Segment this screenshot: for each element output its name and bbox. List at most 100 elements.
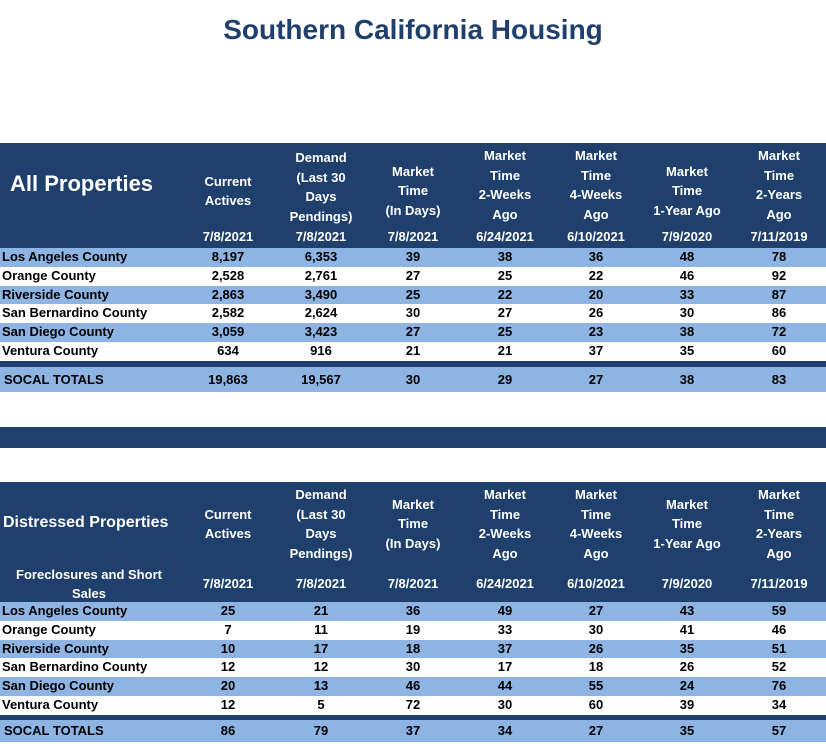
col-head-2-weeks: Market Time 2-Weeks Ago xyxy=(460,484,550,564)
county-name: Orange County xyxy=(2,267,96,283)
totals-row: SOCAL TOTALS 19,863 19,567 30 29 27 38 83 xyxy=(0,366,826,392)
table-cell: 25 xyxy=(497,324,513,340)
table-cell: 35 xyxy=(679,342,695,358)
col-head-line: 4-Weeks xyxy=(569,526,623,541)
col-head-line: Market xyxy=(575,487,617,502)
table-cell: 87 xyxy=(771,286,787,302)
table-row: San Diego County 3,059 3,423 27 25 23 38 72 xyxy=(0,323,826,342)
table-cell: 35 xyxy=(679,640,695,656)
table-row: Los Angeles County 8,197 6,353 39 38 36 48 78 xyxy=(0,248,826,267)
county-name: San Bernardino County xyxy=(2,659,148,675)
col-head-4-weeks: Market Time 4-Weeks Ago xyxy=(551,484,641,564)
table-cell: 19 xyxy=(405,621,421,637)
col-head-market-time: Market Time (In Days) xyxy=(368,484,458,564)
table-cell: 17 xyxy=(497,659,513,675)
table-row: Los Angeles County 25 21 36 49 27 43 59 xyxy=(0,602,826,621)
county-name: Ventura County xyxy=(2,696,99,712)
col-date: 7/8/2021 xyxy=(202,576,254,591)
total-cell: 19,567 xyxy=(301,371,341,387)
table-row: Ventura County 634 916 21 21 37 35 60 xyxy=(0,341,826,361)
col-head-line: Time xyxy=(489,167,521,183)
table-row: Orange County 2,528 2,761 27 25 22 46 92 xyxy=(0,266,826,286)
table-cell: 20 xyxy=(588,286,604,302)
col-head-line: 2-Weeks xyxy=(478,526,532,541)
col-head-demand: Demand (Last 30 Days Pendings) xyxy=(276,147,366,227)
col-head-line: Market xyxy=(392,496,434,512)
table-cell: 26 xyxy=(679,659,695,675)
table-cell: 5 xyxy=(317,696,325,712)
col-head-line: Time xyxy=(671,183,703,199)
col-head-line: Ago xyxy=(492,545,518,561)
col-head-line: 4-Weeks xyxy=(569,187,623,202)
all-properties-label: All Properties xyxy=(10,171,154,196)
table-cell: 25 xyxy=(220,603,236,618)
table-cell: 2,582 xyxy=(211,305,245,321)
col-head-line: Demand xyxy=(295,487,347,502)
all-properties-table: All Properties Current Actives Demand (Las… xyxy=(0,143,826,392)
table-cell: 38 xyxy=(497,249,513,264)
table-cell: 3,490 xyxy=(304,286,338,302)
county-name: Riverside County xyxy=(2,286,109,302)
col-head-line: 1-Year Ago xyxy=(653,535,721,551)
col-head-line: Market xyxy=(666,496,708,512)
total-cell: 57 xyxy=(771,722,787,738)
col-head-line: Actives xyxy=(204,193,252,208)
table-cell: 34 xyxy=(771,696,787,712)
table-cell: 2,761 xyxy=(304,267,338,283)
col-head-line: Time xyxy=(671,516,703,532)
table-cell: 30 xyxy=(405,305,421,321)
table-cell: 44 xyxy=(497,678,513,694)
table-row: Ventura County 12 5 72 30 60 39 34 xyxy=(0,695,826,715)
table-cell: 46 xyxy=(771,621,787,637)
col-head-line: (In Days) xyxy=(385,535,441,551)
table-cell: 3,423 xyxy=(304,324,338,340)
table-cell: 92 xyxy=(771,267,787,283)
col-head-2-weeks: Market Time 2-Weeks Ago xyxy=(460,145,550,225)
col-head-4-weeks: Market Time 4-Weeks Ago xyxy=(551,145,641,225)
section-divider-band xyxy=(0,427,826,448)
col-date: 7/9/2020 xyxy=(661,229,713,244)
table-cell: 30 xyxy=(679,305,695,321)
county-name: Los Angeles County xyxy=(2,249,128,264)
col-head-lines: Market Time 4-Weeks Ago xyxy=(570,146,623,224)
table-cell: 48 xyxy=(679,249,695,264)
col-head-line: Actives xyxy=(204,526,252,541)
col-head-lines: Market Time 1-Year Ago xyxy=(653,162,720,221)
col-date: 7/9/2020 xyxy=(661,576,713,591)
col-head-lines: Market Time 2-Weeks Ago xyxy=(479,485,532,563)
col-date: 6/10/2021 xyxy=(567,576,625,591)
table-cell: 41 xyxy=(679,621,695,637)
table-row: Orange County 7 11 19 33 30 41 46 xyxy=(0,620,826,640)
col-head-lines: Current Actives xyxy=(205,172,252,211)
total-cell: 34 xyxy=(497,722,513,738)
table-cell: 2,624 xyxy=(304,305,338,321)
table-cell: 59 xyxy=(771,603,787,618)
table-cell: 72 xyxy=(771,324,787,340)
county-name: San Diego County xyxy=(2,678,114,694)
table-cell: 20 xyxy=(220,678,236,694)
table-cell: 12 xyxy=(313,659,329,675)
col-head-line: Market xyxy=(484,148,526,163)
table-cell: 2,528 xyxy=(211,267,245,283)
col-head-lines: Market Time 2-Weeks Ago xyxy=(479,146,532,224)
col-head-line: Time xyxy=(580,506,612,522)
table-cell: 18 xyxy=(588,659,604,675)
table-cell: 3,059 xyxy=(211,324,245,340)
table-cell: 634 xyxy=(217,342,239,358)
col-date: 6/24/2021 xyxy=(476,229,534,244)
col-head-lines: Demand (Last 30 Days Pendings) xyxy=(290,485,353,563)
col-head-demand: Demand (Last 30 Days Pendings) xyxy=(276,484,366,564)
table-cell: 27 xyxy=(405,267,421,283)
total-cell: 86 xyxy=(220,722,236,738)
total-cell: 37 xyxy=(405,722,421,738)
col-head-lines: Demand (Last 30 Days Pendings) xyxy=(290,148,353,226)
col-head-lines: Current Actives xyxy=(205,505,252,544)
col-head-lines: Market Time 1-Year Ago xyxy=(653,495,720,554)
table-cell: 26 xyxy=(588,640,604,656)
col-date: 7/11/2019 xyxy=(750,229,808,244)
col-head-line: Time xyxy=(580,167,612,183)
table-row: San Diego County 20 13 46 44 55 24 76 xyxy=(0,677,826,696)
col-head-line: Ago xyxy=(583,545,609,561)
table-cell: 21 xyxy=(497,342,513,358)
table-cell: 60 xyxy=(771,342,787,358)
